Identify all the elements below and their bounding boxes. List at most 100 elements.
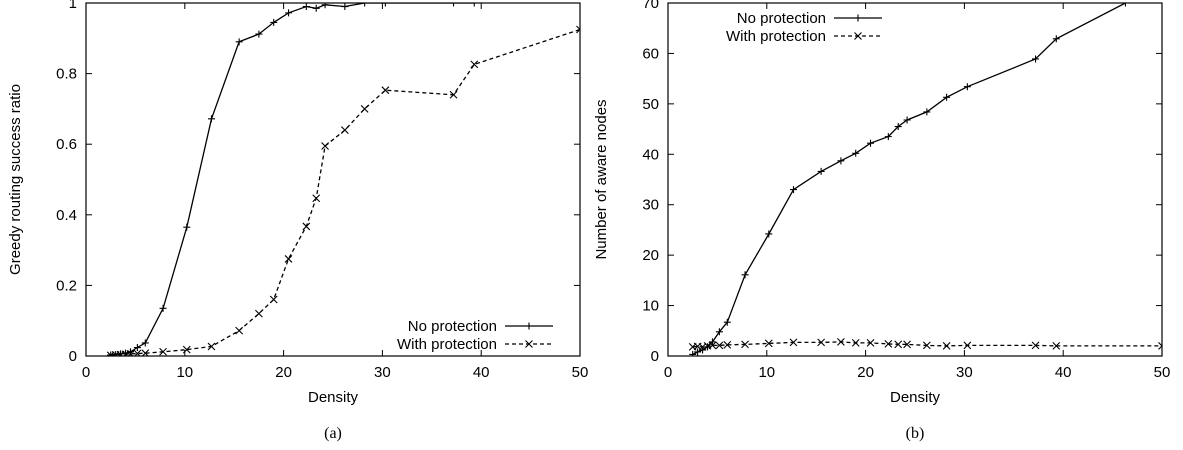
x-tick-label: 10	[176, 364, 193, 381]
data-point	[1052, 342, 1061, 350]
data-point	[312, 194, 321, 203]
chart-panel-2: 0 10 20 30 40 50 0 10 20 30 40 50 60 70 Density Number …	[593, 0, 1170, 442]
chart-panel-1: 0 10 20 30 40 50 0 0.2 0.4 0.6 0.8 1 Density Greedy r…	[7, 0, 588, 442]
data-point	[302, 222, 311, 231]
y-tick-label: 0	[651, 348, 659, 365]
data-point	[302, 3, 310, 11]
data-point	[126, 349, 135, 356]
data-point	[255, 30, 263, 38]
data-point	[837, 337, 845, 346]
data-point	[708, 338, 716, 346]
data-point	[159, 347, 167, 356]
data-point	[923, 108, 931, 116]
data-point	[764, 339, 773, 348]
data-point	[381, 3, 389, 7]
x-axis-title: Density	[308, 389, 359, 406]
data-point	[235, 326, 244, 335]
data-point	[183, 223, 191, 231]
y-tick-label: 0.2	[56, 277, 77, 294]
data-point	[704, 343, 712, 351]
y-tick-label: 0.4	[56, 207, 77, 224]
x-tick-label: 50	[572, 364, 589, 381]
data-point	[122, 349, 130, 356]
x-tick-label: 30	[374, 364, 391, 381]
data-point	[894, 123, 902, 131]
y-tick-label: 10	[642, 298, 659, 315]
data-point	[133, 344, 141, 352]
data-point	[207, 342, 216, 351]
data-point	[1158, 342, 1162, 350]
figure-caption: (b)	[906, 425, 925, 442]
data-point	[963, 83, 971, 91]
series-line	[692, 3, 1126, 356]
x-axis-title: Density	[890, 389, 941, 406]
data-point	[133, 349, 142, 356]
data-point	[159, 304, 167, 312]
data-point	[470, 3, 478, 7]
data-point	[689, 350, 697, 356]
y-tick-label: 30	[642, 197, 659, 214]
plot-frame	[667, 2, 1163, 357]
data-point	[361, 3, 369, 7]
y-tick-label: 60	[642, 45, 659, 62]
series-with-protection	[688, 337, 1162, 351]
data-point	[470, 60, 479, 69]
legend-label: With protection	[726, 28, 826, 45]
x-tick-label: 0	[82, 364, 90, 381]
data-point	[723, 318, 731, 326]
data-point	[943, 93, 951, 101]
y-axis-title: Greedy routing success ratio	[7, 84, 24, 275]
data-point	[708, 341, 717, 350]
x-tick-label: 20	[857, 364, 874, 381]
data-point	[141, 339, 149, 347]
data-point	[715, 341, 724, 350]
legend-marker	[854, 32, 862, 40]
data-point	[866, 339, 875, 347]
x-tick-label: 10	[758, 364, 775, 381]
data-point	[1052, 35, 1060, 43]
data-point	[576, 25, 580, 34]
data-point	[741, 340, 749, 349]
x-tick-label: 30	[956, 364, 973, 381]
data-point	[852, 149, 860, 157]
y-tick-label: 40	[642, 146, 659, 163]
data-point	[360, 105, 369, 113]
legend-label: No protection	[737, 10, 826, 27]
series-no-protection	[689, 3, 1129, 356]
data-point	[1032, 55, 1040, 63]
data-point	[269, 295, 278, 304]
data-point	[285, 9, 293, 17]
data-point	[867, 139, 875, 147]
data-point	[450, 3, 458, 7]
y-tick-label: 20	[642, 247, 659, 264]
data-point	[903, 116, 911, 124]
y-tick-label: 1	[69, 0, 77, 12]
data-point	[741, 271, 749, 279]
data-point	[851, 339, 860, 347]
plot-frame	[85, 2, 581, 357]
x-tick-label: 0	[664, 364, 672, 381]
x-tick-label: 20	[275, 364, 292, 381]
data-point	[942, 342, 951, 350]
legend-label: With protection	[397, 336, 497, 353]
legend-marker	[854, 14, 862, 22]
y-tick-label: 0.8	[56, 66, 77, 83]
data-point	[182, 345, 191, 354]
data-point	[817, 338, 826, 347]
data-point	[341, 3, 349, 11]
data-point	[789, 186, 797, 194]
data-point	[837, 157, 845, 165]
legend-marker	[525, 322, 533, 330]
data-point	[894, 340, 903, 349]
data-point	[884, 133, 892, 141]
data-point	[207, 115, 215, 123]
data-point	[963, 341, 972, 350]
data-point	[321, 142, 329, 150]
data-point	[284, 255, 293, 263]
x-tick-label: 40	[473, 364, 490, 381]
legend-label: No protection	[408, 318, 497, 335]
data-point	[340, 126, 349, 134]
data-point	[723, 341, 732, 349]
data-point	[312, 4, 320, 12]
